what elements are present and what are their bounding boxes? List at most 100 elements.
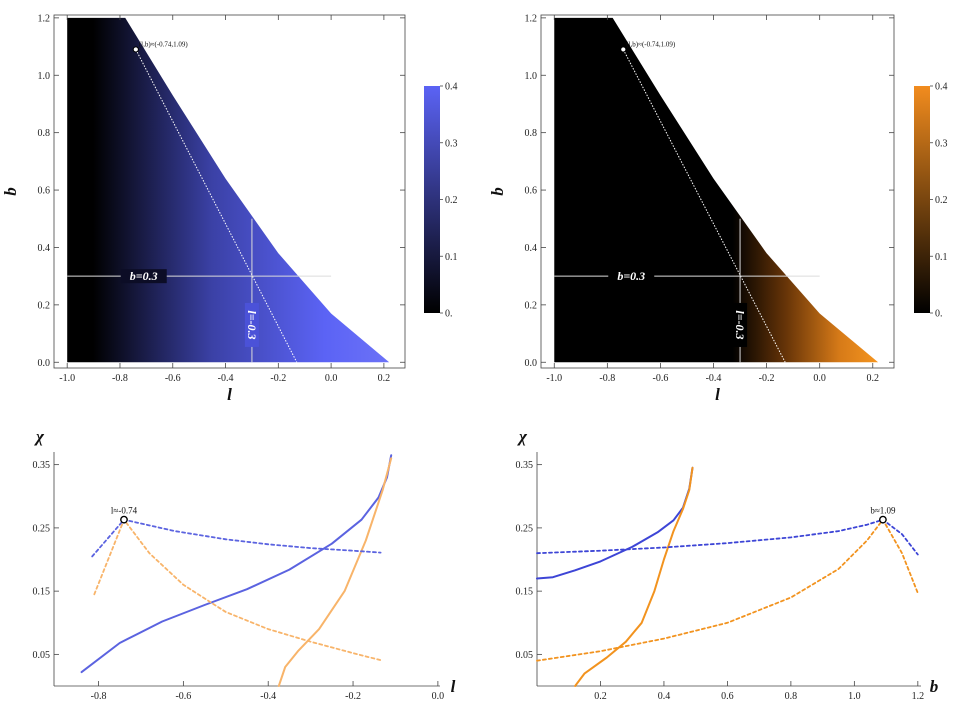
y-tick-label: 0.25: [516, 523, 534, 534]
x-axis-label: l: [227, 385, 232, 404]
b-equals-label: b=0.3: [130, 269, 158, 283]
x-tick-label: -0.6: [175, 691, 191, 702]
x-tick-label: -1.0: [59, 373, 75, 384]
b-label-background: [608, 269, 655, 284]
y-tick-label: 0.4: [38, 243, 51, 254]
colorbar-ticks: 0. 0.1 0.2 0.3 0.4: [930, 82, 948, 320]
x-tick-label: 1.0: [848, 691, 861, 702]
y-ticks: 0.05 0.15 0.25 0.35: [33, 460, 59, 661]
y-tick-label: 0.0: [38, 358, 51, 369]
colorbar-tick-label: 0.2: [935, 195, 948, 206]
x-tick-label: -0.8: [91, 691, 107, 702]
y-tick-label: 0.8: [525, 128, 538, 139]
x-tick-label: -0.2: [759, 373, 775, 384]
colorbar-tick-label: 0.: [445, 309, 453, 320]
line-chart-chi-vs-b: b≈1.09 0.2 0.4 0.6 0.8 1.0 1.2 0.050.150.250.…: [516, 427, 939, 702]
solid-series-0: [536, 466, 694, 580]
y-tick-label: 0.4: [525, 243, 538, 254]
x-ticks: -0.8 -0.6 -0.4 -0.2 0.0: [91, 681, 444, 702]
b-label-background: [120, 269, 167, 284]
colorbar: [914, 86, 930, 313]
x-tick-label: -0.6: [653, 373, 669, 384]
colorbar-tick-label: 0.4: [445, 82, 458, 93]
x-tick-label: 0.8: [785, 691, 798, 702]
x-tick-label: -0.6: [165, 373, 181, 384]
y-tick-label: 0.15: [516, 587, 534, 598]
x-ticks: 0.2 0.4 0.6 0.8 1.0 1.2: [594, 681, 924, 702]
x-tick-label: 0.2: [378, 373, 391, 384]
marker-point: [620, 46, 627, 53]
x-tick-label: -1.0: [546, 373, 562, 384]
y-tick-label: 0.05: [516, 650, 534, 661]
l-label-background: [733, 302, 748, 347]
plot-frame: [53, 14, 406, 369]
colorbar-tick-label: 0.: [935, 309, 943, 320]
solid-series-1: [277, 457, 393, 687]
l-label-background: [244, 302, 259, 347]
x-tick-label: -0.8: [112, 373, 128, 384]
heatmap-region: [554, 17, 879, 363]
y-axis-label: b: [488, 187, 507, 196]
colorbar-tick-label: 0.1: [445, 252, 458, 263]
solid-series-0: [80, 454, 393, 674]
solid-series-1: [574, 466, 694, 687]
x-tick-label: 0.4: [658, 691, 671, 702]
y-tick-label: 0.0: [525, 358, 538, 369]
b-equals-label: b=0.3: [617, 269, 645, 283]
l-equals-label: l=-0.3: [733, 310, 747, 339]
x-tick-label: 0.2: [594, 691, 607, 702]
point-label: b≈1.09: [870, 506, 896, 516]
point-label: (l,b)≈(-0.74,1.09): [626, 40, 676, 48]
x-tick-label: 1.2: [912, 691, 925, 702]
dashed-series-3: [536, 518, 919, 662]
y-axis-label: χ: [517, 427, 528, 446]
colorbar-tick-label: 0.1: [935, 252, 948, 263]
x-tick-label: 0.0: [325, 373, 338, 384]
y-tick-label: 0.35: [33, 460, 51, 471]
l-equals-label: l=-0.3: [245, 310, 259, 339]
heatmap-blue: b=0.3 l=-0.3 (l,b)≈(-0.74,1.09) -1.0 -0.8…: [1, 13, 458, 404]
heatmap-region: [67, 17, 390, 363]
y-tick-label: 0.2: [38, 300, 51, 311]
colorbar-tick-label: 0.3: [445, 138, 458, 149]
y-ticks: 0.0 0.2 0.4 0.6 0.8 1.0 1.2: [38, 13, 405, 369]
y-tick-label: 0.05: [33, 650, 51, 661]
plot-frame: [540, 14, 895, 369]
y-ticks: 0.05 0.15 0.25 0.35: [516, 460, 542, 661]
marker-point: [132, 46, 139, 53]
y-ticks: 0.0 0.2 0.4 0.6 0.8 1.0 1.2: [525, 13, 894, 369]
series-group: [80, 454, 393, 687]
colorbar-tick-label: 0.3: [935, 138, 948, 149]
colorbar-tick-label: 0.2: [445, 195, 458, 206]
x-tick-label: -0.8: [599, 373, 615, 384]
point-label: l≈-0.74: [111, 506, 138, 516]
marker-point: [879, 515, 887, 524]
y-tick-label: 0.2: [525, 300, 538, 311]
y-tick-label: 0.6: [525, 186, 538, 197]
y-axis-label: χ: [34, 427, 45, 446]
point-label: (l,b)≈(-0.74,1.09): [139, 40, 189, 48]
y-tick-label: 0.25: [33, 523, 51, 534]
colorbar-tick-label: 0.4: [935, 82, 948, 93]
x-tick-label: -0.4: [706, 373, 722, 384]
y-tick-label: 1.2: [525, 13, 538, 24]
colorbar: [424, 86, 440, 313]
x-tick-label: 0.0: [813, 373, 826, 384]
y-tick-label: 0.15: [33, 587, 51, 598]
y-tick-label: 0.8: [38, 128, 51, 139]
x-axis-label: l: [715, 385, 720, 404]
x-axis-label: b: [930, 677, 939, 696]
y-tick-label: 1.0: [38, 71, 51, 82]
series-group: [536, 466, 919, 687]
x-ticks: -1.0 -0.8 -0.6 -0.4 -0.2 0.0 0.2: [546, 15, 879, 384]
line-chart-chi-vs-l: l≈-0.74 -0.8 -0.6 -0.4 -0.2 0.0 0.05 0.15 0.25…: [33, 427, 456, 702]
x-tick-label: 0.2: [867, 373, 880, 384]
y-tick-label: 1.2: [38, 13, 51, 24]
y-tick-label: 1.0: [525, 71, 538, 82]
dashed-series-2: [91, 518, 382, 558]
x-tick-label: -0.4: [218, 373, 234, 384]
x-tick-label: -0.2: [270, 373, 286, 384]
y-tick-label: 0.6: [38, 186, 51, 197]
y-axis-label: b: [1, 187, 20, 196]
